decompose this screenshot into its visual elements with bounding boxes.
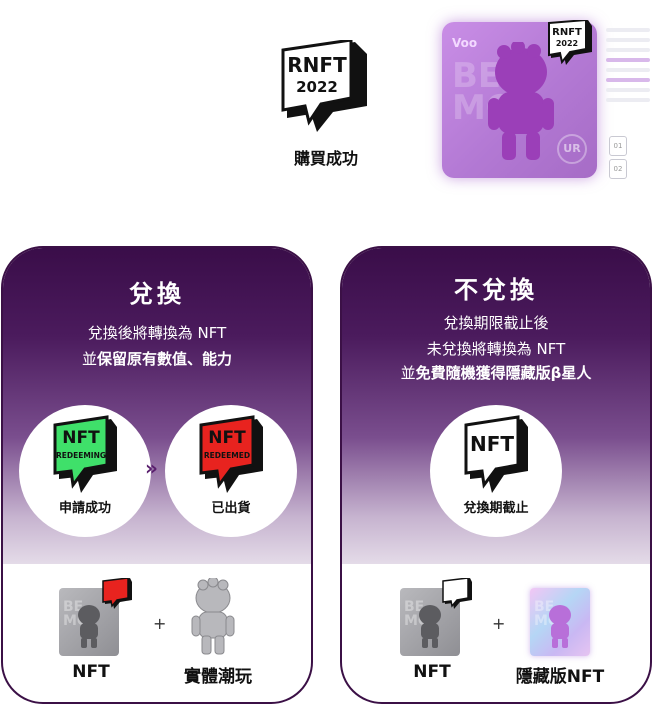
redeem-desc-line1: 兌換後將轉換為 NFT [87,324,227,342]
hidden-nft-label: 隱藏版NFT [515,667,605,687]
physical-toy-label: 實體潮玩 [184,667,252,687]
spec-box-02: 02 [609,159,627,179]
step-deadline: NFT 兌換期截止 [430,405,562,537]
nft-card-preview: Voo BET MO UR [442,22,597,178]
nft-card-thumb: BE MO [59,588,119,656]
no-redeem-panel: 不兌換 兌換期限截止後 未兌換將轉換為 NFT 並免費隨機獲得隱藏版β星人 NF… [340,246,652,704]
step-redeeming: NFT REDEEMING 申請成功 [19,405,151,537]
badge-line2: 2022 [296,78,338,96]
spec-boxes: 0102 [609,133,652,179]
mini-badge-line1: RNFT [552,27,582,38]
step-redeemed-caption: 已出貨 [211,501,251,516]
no-redeem-title: 不兌換 [454,276,538,304]
step-redeeming-caption: 申請成功 [58,501,111,516]
hidden-nft-thumb: BE MO [530,588,590,656]
chevron-right-icon: » [145,456,158,480]
nft-redeemed-icon: NFT REDEEMED [199,415,263,493]
redeemed-mini-badge-icon [102,578,132,609]
spec-sheet [606,28,650,188]
rnft-badge-icon: RNFT 2022 [281,40,367,132]
redeeming-badge-text2: REDEEMING [56,451,106,460]
card-logo: Voo [452,36,478,50]
character-figure-icon [488,42,554,160]
character-silhouette-icon [78,605,100,648]
beta-star-text: β星人 [550,364,592,382]
physical-toy-icon [191,578,235,655]
character-silhouette-icon [419,605,441,648]
badge-line1: RNFT [287,53,347,77]
plus-sign: + [492,614,506,633]
purchase-success-label: 購買成功 [293,149,358,168]
nft-label: NFT [72,662,110,682]
nft-mini-badge-icon [442,578,472,609]
redeem-panel: 兌換 兌換後將轉換為 NFT 並保留原有數值、能力 NFT REDEEMING … [1,246,313,704]
no-redeem-desc-line3-bold: 免費隨機獲得隱藏版 [415,364,551,382]
redeem-desc-line2-prefix: 並 [81,350,97,368]
nft-card-thumb: BE MO [400,588,460,656]
spec-box-01: 01 [609,136,627,156]
step-deadline-caption: 兌換期截止 [463,501,529,516]
mini-badge-line2: 2022 [556,39,578,48]
nft-redeeming-icon: NFT REDEEMING [53,415,117,493]
redeem-desc-line2: 並保留原有數值、能力 [3,348,311,369]
deadline-badge-text: NFT [470,432,514,456]
step-redeemed: NFT REDEEMED 已出貨 [165,405,297,537]
no-redeem-desc-line2: 未兌換將轉換為 NFT [426,340,566,358]
nft-label: NFT [413,662,451,682]
no-redeem-desc-line3-prefix: 並 [400,364,416,382]
no-redeem-desc-line1: 兌換期限截止後 [443,314,549,332]
no-redeem-desc-line3: 並免費隨機獲得隱藏版β星人 [342,362,650,383]
nft-deadline-icon: NFT [464,415,528,493]
mini-rnft-badge-icon: RNFT 2022 [548,20,592,65]
redeem-desc-line2-bold: 保留原有數值、能力 [97,350,233,368]
redeemed-badge-text2: REDEEMED [204,451,250,460]
redeem-title: 兌換 [129,280,185,308]
rarity-badge: UR [557,134,587,164]
redeeming-badge-text1: NFT [62,428,100,448]
plus-sign: + [153,614,167,633]
redeemed-badge-text1: NFT [208,428,246,448]
hidden-character-icon [549,605,571,648]
